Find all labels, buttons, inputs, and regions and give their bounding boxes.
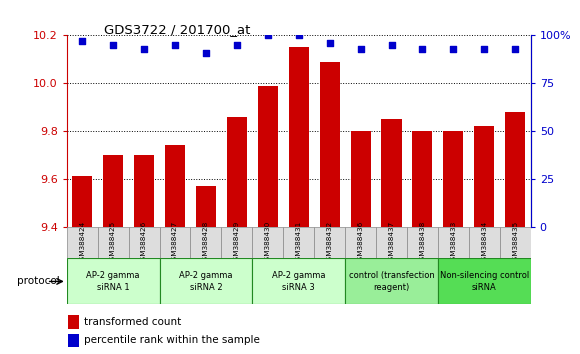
FancyBboxPatch shape: [500, 227, 531, 258]
Point: [201, 50, 211, 56]
Bar: [412, 131, 433, 227]
Text: GSM388437: GSM388437: [389, 220, 394, 265]
Bar: [320, 62, 340, 227]
FancyBboxPatch shape: [160, 227, 190, 258]
Text: transformed count: transformed count: [84, 317, 181, 327]
FancyBboxPatch shape: [283, 227, 314, 258]
Text: Non-silencing control
siRNA: Non-silencing control siRNA: [440, 271, 529, 292]
Bar: [505, 112, 525, 227]
Point: [171, 42, 180, 48]
Text: protocol: protocol: [17, 276, 60, 286]
Text: GSM388429: GSM388429: [234, 220, 240, 265]
Text: GSM388433: GSM388433: [450, 220, 456, 265]
Text: GDS3722 / 201700_at: GDS3722 / 201700_at: [104, 23, 251, 36]
Point: [139, 46, 148, 52]
Text: GSM388438: GSM388438: [419, 220, 426, 265]
Text: GSM388430: GSM388430: [264, 220, 271, 265]
FancyBboxPatch shape: [407, 227, 438, 258]
Point: [418, 46, 427, 52]
Bar: [227, 117, 247, 227]
Point: [510, 46, 520, 52]
Text: GSM388431: GSM388431: [296, 220, 302, 265]
Text: AP-2 gamma
siRNA 1: AP-2 gamma siRNA 1: [86, 271, 140, 292]
Point: [294, 33, 303, 38]
FancyBboxPatch shape: [314, 227, 345, 258]
Bar: [68, 334, 79, 347]
Text: AP-2 gamma
siRNA 2: AP-2 gamma siRNA 2: [179, 271, 233, 292]
Text: GSM388428: GSM388428: [203, 220, 209, 265]
Text: percentile rank within the sample: percentile rank within the sample: [84, 335, 259, 346]
FancyBboxPatch shape: [252, 258, 345, 304]
FancyBboxPatch shape: [160, 258, 252, 304]
Text: GSM388435: GSM388435: [512, 220, 519, 265]
Bar: [165, 145, 185, 227]
Bar: [103, 155, 123, 227]
Bar: [258, 86, 278, 227]
Point: [325, 40, 334, 46]
FancyBboxPatch shape: [376, 227, 407, 258]
Text: GSM388425: GSM388425: [110, 220, 116, 265]
Point: [356, 46, 365, 52]
FancyBboxPatch shape: [438, 258, 531, 304]
Text: GSM388427: GSM388427: [172, 220, 178, 265]
Text: AP-2 gamma
siRNA 3: AP-2 gamma siRNA 3: [272, 271, 325, 292]
FancyBboxPatch shape: [190, 227, 222, 258]
Bar: [72, 176, 92, 227]
Text: GSM388424: GSM388424: [79, 220, 85, 265]
Bar: [134, 155, 154, 227]
Text: GSM388426: GSM388426: [141, 220, 147, 265]
Point: [387, 42, 396, 48]
Bar: [350, 131, 371, 227]
Point: [108, 42, 118, 48]
Bar: [196, 186, 216, 227]
Point: [78, 38, 87, 44]
Point: [480, 46, 489, 52]
FancyBboxPatch shape: [469, 227, 500, 258]
Point: [263, 33, 273, 38]
FancyBboxPatch shape: [129, 227, 160, 258]
Bar: [443, 131, 463, 227]
Bar: [474, 126, 494, 227]
Point: [449, 46, 458, 52]
Text: control (transfection
reagent): control (transfection reagent): [349, 271, 434, 292]
FancyBboxPatch shape: [67, 227, 97, 258]
FancyBboxPatch shape: [438, 227, 469, 258]
Text: GSM388432: GSM388432: [327, 220, 333, 265]
FancyBboxPatch shape: [345, 258, 438, 304]
FancyBboxPatch shape: [345, 227, 376, 258]
FancyBboxPatch shape: [67, 258, 160, 304]
FancyBboxPatch shape: [222, 227, 252, 258]
Text: GSM388436: GSM388436: [357, 220, 364, 265]
Text: GSM388434: GSM388434: [481, 220, 487, 265]
Bar: [289, 47, 309, 227]
FancyBboxPatch shape: [97, 227, 129, 258]
FancyBboxPatch shape: [252, 227, 283, 258]
Point: [232, 42, 241, 48]
Bar: [382, 119, 401, 227]
Bar: [68, 315, 79, 329]
